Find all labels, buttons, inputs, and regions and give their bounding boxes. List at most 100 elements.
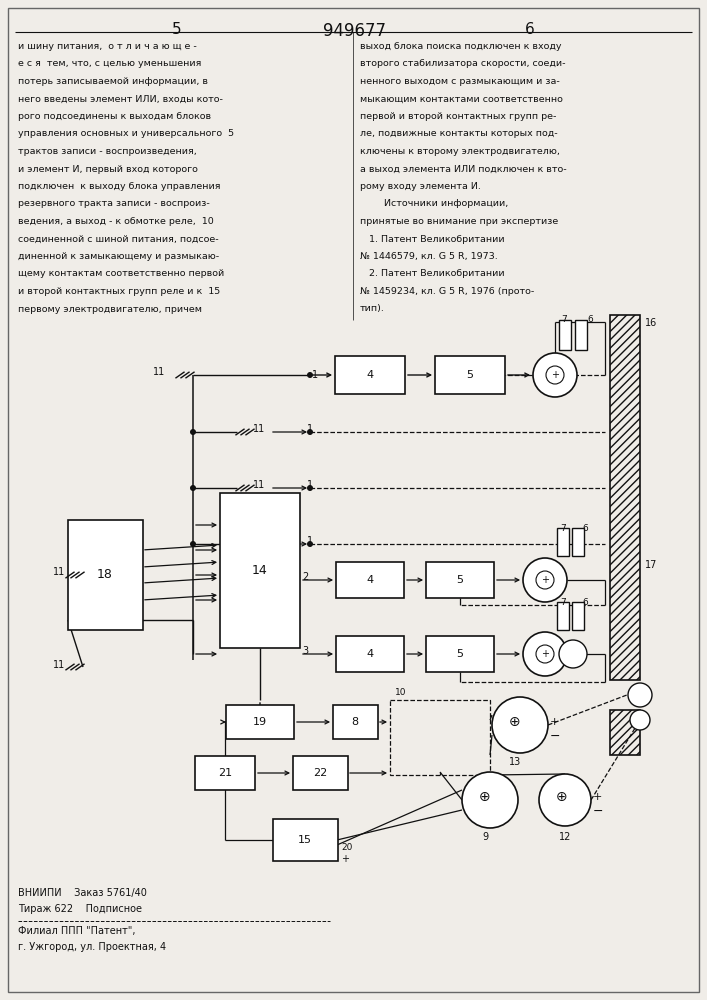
Bar [610,315,640,680]
Text: ле, подвижные контакты которых под-: ле, подвижные контакты которых под- [360,129,558,138]
Bar [559,320,571,350]
Text: 11: 11 [153,367,165,377]
Text: 7: 7 [560,524,566,533]
Text: ⊕: ⊕ [509,715,521,729]
Circle shape [628,683,652,707]
Text: ключены к второму электродвигателю,: ключены к второму электродвигателю, [360,147,560,156]
Text: 11: 11 [252,536,265,546]
Text: Источники информации,: Источники информации, [360,200,508,209]
Text: и элемент И, первый вход которого: и элемент И, первый вход которого [18,164,198,174]
Text: и второй контактных групп реле и к  15: и второй контактных групп реле и к 15 [18,287,221,296]
Text: 11: 11 [252,424,265,434]
Bar [557,528,569,556]
Text: рого подсоединены к выходам блоков: рого подсоединены к выходам блоков [18,112,211,121]
Text: 18: 18 [97,568,113,582]
Text: щему контактам соответственно первой: щему контактам соответственно первой [18,269,224,278]
Circle shape [559,640,587,668]
Bar [557,602,569,630]
Text: управления основных и универсального  5: управления основных и универсального 5 [18,129,234,138]
Text: 16: 16 [645,318,658,328]
Text: −: − [593,805,604,818]
Bar [336,562,404,598]
Bar [272,819,337,861]
Circle shape [536,645,554,663]
Text: соединенной с шиной питания, подсое-: соединенной с шиной питания, подсое- [18,234,218,243]
Bar [575,320,587,350]
Text: первому электродвигателю, причем: первому электродвигателю, причем [18,304,202,314]
Text: 5: 5 [457,649,464,659]
Bar [335,356,405,394]
Text: 22: 22 [313,768,327,778]
Text: 8: 8 [351,717,358,727]
Text: ведения, а выход - к обмотке реле,  10: ведения, а выход - к обмотке реле, 10 [18,217,214,226]
Text: ненного выходом с размыкающим и за-: ненного выходом с размыкающим и за- [360,77,560,86]
Bar [336,636,404,672]
Text: тип).: тип). [360,304,385,314]
Bar [610,710,640,755]
Text: 2: 2 [302,572,308,582]
Bar [572,528,584,556]
Circle shape [190,485,196,491]
Text: № 1459234, кл. G 5 R, 1976 (прото-: № 1459234, кл. G 5 R, 1976 (прото- [360,287,534,296]
Bar [426,636,494,672]
Text: 6: 6 [587,315,592,324]
Circle shape [462,772,518,828]
Text: ⊕: ⊕ [556,790,568,804]
Circle shape [307,541,313,547]
Text: +: + [341,854,349,864]
Bar [293,756,348,790]
Text: 4: 4 [366,370,373,380]
Text: е с я  тем, что, с целью уменьшения: е с я тем, что, с целью уменьшения [18,60,201,68]
Circle shape [523,632,567,676]
Circle shape [190,541,196,547]
Text: 10: 10 [395,688,407,697]
Text: 1: 1 [307,480,313,490]
Bar [220,492,300,648]
Text: трактов записи - воспроизведения,: трактов записи - воспроизведения, [18,147,197,156]
Text: 7: 7 [561,315,567,324]
Text: Тираж 622    Подписное: Тираж 622 Подписное [18,904,142,914]
Text: 5: 5 [173,22,182,37]
Circle shape [492,697,548,753]
Circle shape [307,372,313,378]
Text: 6: 6 [582,598,588,607]
Text: 12: 12 [559,832,571,842]
Text: +: + [593,792,602,802]
Text: 1: 1 [307,536,313,546]
Circle shape [307,485,313,491]
Text: −: − [550,730,561,743]
Text: выход блока поиска подключен к входу: выход блока поиска подключен к входу [360,42,561,51]
Text: принятые во внимание при экспертизе: принятые во внимание при экспертизе [360,217,559,226]
Circle shape [536,571,554,589]
Text: 17: 17 [645,560,658,570]
Text: диненной к замыкающему и размыкаю-: диненной к замыкающему и размыкаю- [18,252,219,261]
Text: рому входу элемента И.: рому входу элемента И. [360,182,481,191]
Text: 19: 19 [253,717,267,727]
Text: +: + [541,649,549,659]
Text: 7: 7 [560,598,566,607]
Text: Филиал ППП "Патент",: Филиал ППП "Патент", [18,926,136,936]
Text: а выход элемента ИЛИ подключен к вто-: а выход элемента ИЛИ подключен к вто- [360,164,566,174]
Text: 4: 4 [366,575,373,585]
Text: 1: 1 [307,424,313,434]
Text: второго стабилизатора скорости, соеди-: второго стабилизатора скорости, соеди- [360,60,566,68]
Text: 3: 3 [302,646,308,656]
Text: подключен  к выходу блока управления: подключен к выходу блока управления [18,182,221,191]
Circle shape [546,366,564,384]
Text: 1: 1 [312,370,318,380]
Bar [67,520,143,630]
Text: 15: 15 [298,835,312,845]
Bar [332,705,378,739]
Text: 949677: 949677 [322,22,385,40]
Text: г. Ужгород, ул. Проектная, 4: г. Ужгород, ул. Проектная, 4 [18,942,166,952]
Circle shape [539,774,591,826]
Text: 9: 9 [482,832,488,842]
Circle shape [533,353,577,397]
Text: 11: 11 [53,567,65,577]
Text: потерь записываемой информации, в: потерь записываемой информации, в [18,77,208,86]
Text: 1. Патент Великобритании: 1. Патент Великобритании [360,234,505,243]
Text: 6: 6 [525,22,535,37]
Text: 20: 20 [341,843,352,852]
Text: 5: 5 [467,370,474,380]
Text: мыкающим контактами соответственно: мыкающим контактами соответственно [360,95,563,104]
